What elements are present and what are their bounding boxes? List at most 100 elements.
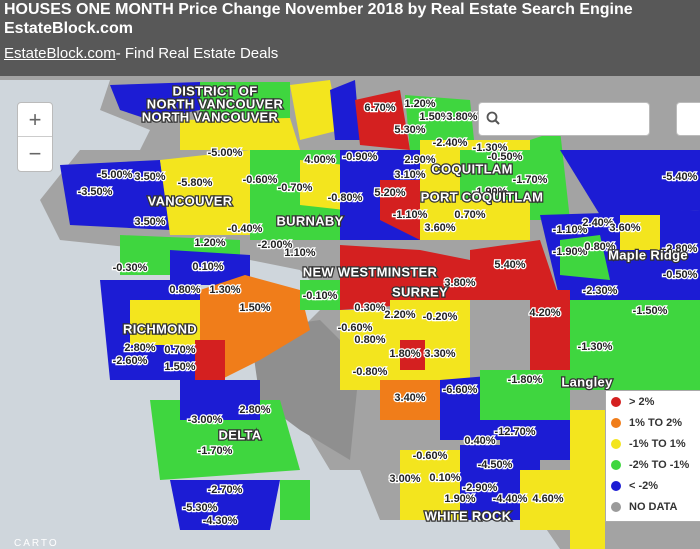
change-label: 2.80% — [239, 404, 270, 416]
legend-item: 1% TO 2% — [606, 413, 700, 433]
change-label: -5.80% — [178, 177, 213, 189]
legend-swatch — [611, 418, 621, 428]
change-label: -0.30% — [113, 262, 148, 274]
change-label: 0.40% — [464, 435, 495, 447]
change-label: 5.20% — [374, 187, 405, 199]
change-label: -1.70% — [198, 445, 233, 457]
legend-item: -2% TO -1% — [606, 455, 700, 475]
change-label: 4.60% — [532, 493, 563, 505]
change-label: 1.20% — [194, 237, 225, 249]
change-label: 2.20% — [384, 309, 415, 321]
legend-label: -1% TO 1% — [629, 438, 686, 450]
change-label: 1.50% — [419, 111, 450, 123]
change-label: 3.80% — [446, 111, 477, 123]
change-label: -1.30% — [473, 142, 508, 154]
change-label: -0.10% — [303, 290, 338, 302]
place-label: WHITE ROCK — [425, 508, 512, 523]
change-label: -2.90% — [463, 482, 498, 494]
change-label: -2.80% — [663, 243, 698, 255]
legend-swatch — [611, 460, 621, 470]
map-button[interactable] — [676, 102, 700, 136]
change-label: -12.70% — [495, 426, 536, 438]
place-label: DISTRICT OF — [173, 83, 258, 98]
regions — [60, 80, 700, 549]
change-label: 3.10% — [394, 169, 425, 181]
change-label: 4.00% — [304, 154, 335, 166]
change-label: -5.40% — [663, 171, 698, 183]
change-label: 2.90% — [404, 154, 435, 166]
change-label: -5.00% — [208, 147, 243, 159]
change-label: 0.30% — [354, 302, 385, 314]
change-label: -2.40% — [433, 137, 468, 149]
change-label: -3.50% — [78, 186, 113, 198]
change-label: -5.00% — [98, 169, 133, 181]
change-label: -0.20% — [423, 311, 458, 323]
change-label: 2.40% — [582, 217, 613, 229]
change-label: 3.60% — [609, 222, 640, 234]
change-labels: 6.70% 1.20%5.30%1.50%3.80%-5.00% 3.50%-3.5… — [76, 97, 699, 529]
change-label: 2.80% — [124, 342, 155, 354]
change-label: 0.80% — [169, 284, 200, 296]
search-box[interactable] — [478, 102, 650, 136]
change-label: -1.10% — [393, 209, 428, 221]
change-label: -1.10% — [553, 224, 588, 236]
change-label: -1.30% — [578, 341, 613, 353]
legend-item: < -2% — [606, 476, 700, 496]
change-label: 0.70% — [164, 344, 195, 356]
change-label: 1.80% — [389, 348, 420, 360]
place-label: NORTH VANCOUVER — [142, 109, 279, 124]
legend-label: 1% TO 2% — [629, 417, 682, 429]
change-label: -2.60% — [113, 355, 148, 367]
change-label: -1.90% — [553, 246, 588, 258]
legend-label: -2% TO -1% — [629, 459, 690, 471]
zoom-out[interactable]: − — [28, 141, 42, 166]
zoom-in[interactable]: + — [18, 103, 52, 137]
place-label: COQUITLAM — [431, 161, 512, 176]
change-label: -2.30% — [583, 285, 618, 297]
place-label: SURREY — [392, 284, 448, 299]
change-label: 0.80% — [354, 334, 385, 346]
change-label: 1.20% — [404, 98, 435, 110]
place-label: BURNABY — [276, 213, 343, 228]
change-label: -0.80% — [328, 192, 363, 204]
change-label: 3.00% — [389, 473, 420, 485]
change-label: -0.50% — [488, 151, 523, 163]
zoom-control: + − — [17, 102, 53, 172]
change-label: -0.40% — [228, 223, 263, 235]
change-label: -1.80% — [508, 374, 543, 386]
change-label: -0.80% — [353, 366, 388, 378]
change-label: 3.50% — [134, 216, 165, 228]
subtitle: EstateBlock.com- Find Real Estate Deals — [0, 38, 700, 62]
link[interactable]: EstateBlock.com — [4, 45, 116, 62]
change-label: -2.00% — [258, 239, 293, 251]
change-label: 3.30% — [424, 348, 455, 360]
place-label: Maple Ridge — [608, 247, 688, 262]
change-label: 1.50% — [164, 361, 195, 373]
legend-label: NO DATA — [629, 501, 678, 513]
change-label: -5.30% — [183, 502, 218, 514]
change-label: 3.60% — [424, 222, 455, 234]
place-label: NEW WESTMINSTER — [303, 264, 438, 279]
search-icon — [486, 111, 500, 125]
change-label: 0.70% — [454, 209, 485, 221]
legend-swatch — [611, 397, 621, 407]
change-label: -1.50% — [633, 305, 668, 317]
tagline: - Find Real Estate Deals — [115, 45, 279, 62]
legend-item: NO DATA — [606, 497, 700, 517]
legend: > 2% 1% TO 2% -1% TO 1% -2% TO -1% < -2% NO D… — [605, 390, 700, 522]
change-label: 3.40% — [394, 392, 425, 404]
change-label: -2.70% — [208, 484, 243, 496]
change-label: 1.90% — [444, 493, 475, 505]
change-label: -1.90% — [473, 186, 508, 198]
title: HOUSES ONE MONTH Price Change November 2… — [4, 1, 633, 37]
change-label: 1.50% — [239, 302, 270, 314]
change-label: 1.10% — [284, 247, 315, 259]
place-label: RICHMOND — [123, 321, 197, 336]
change-label: 1.30% — [209, 284, 240, 296]
legend-label: > 2% — [629, 396, 655, 408]
header: HOUSES ONE MONTH Price Change November 2… — [0, 0, 700, 76]
change-label: -3.00% — [188, 414, 223, 426]
legend-label: < -2% — [629, 480, 659, 492]
